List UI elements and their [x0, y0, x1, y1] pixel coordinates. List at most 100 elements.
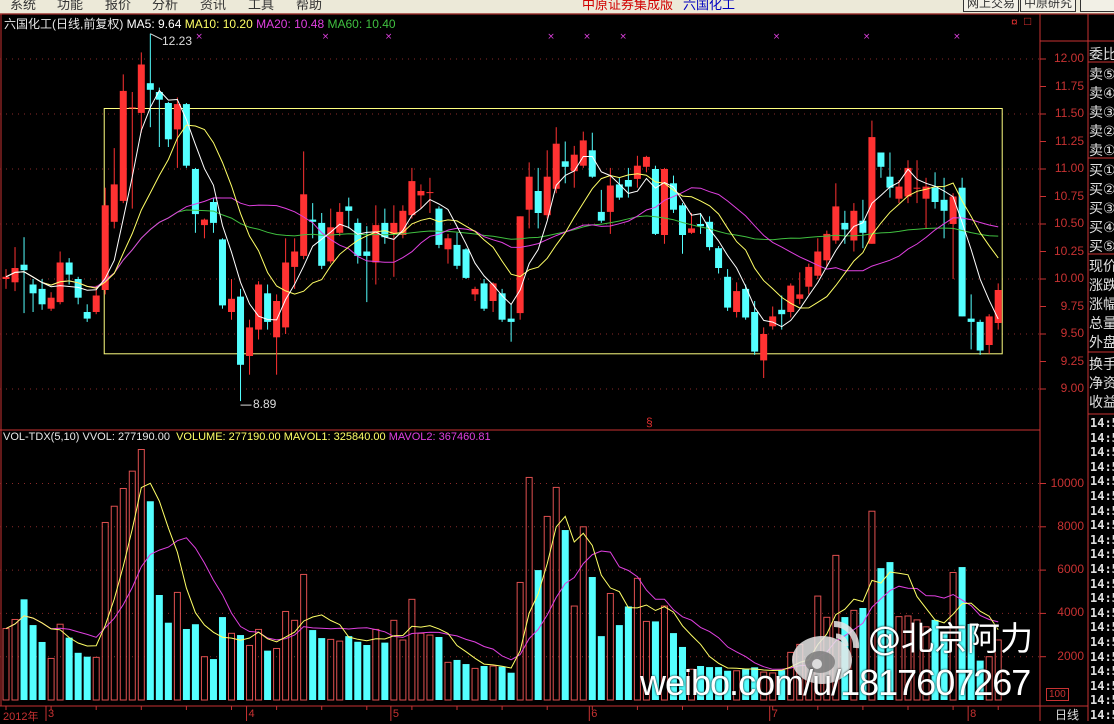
candle-down — [597, 211, 605, 221]
volume-bar-down — [480, 666, 488, 700]
volume-bar-down — [318, 638, 326, 700]
volume-bar-up — [2, 628, 10, 701]
price-tick-label: 9.50 — [1060, 326, 1084, 340]
candle-down — [363, 251, 371, 256]
month-label: 7 — [771, 708, 778, 720]
volume-bar-up — [327, 638, 335, 701]
quote-row-label: 卖④ — [1089, 86, 1114, 102]
candle-up — [796, 294, 804, 299]
tick-time-label: 14:5 — [1090, 532, 1114, 547]
volume-bar-up — [949, 571, 957, 701]
research-button[interactable]: 中原研究 — [1020, 0, 1077, 12]
candle-down — [859, 220, 867, 233]
volume-bar-down — [651, 621, 659, 700]
candle-down — [498, 293, 506, 320]
event-x-marker: × — [773, 32, 781, 42]
candle-up — [336, 211, 344, 233]
volume-bar-down — [534, 570, 542, 700]
tick-time-label: 14:5 — [1090, 474, 1114, 489]
volume-bar-up — [579, 526, 587, 701]
candle-up — [137, 64, 145, 113]
volume-bar-down — [164, 622, 172, 700]
volume-bar-down — [859, 607, 867, 700]
candle-down — [715, 248, 723, 268]
volume-bar-down — [679, 646, 686, 700]
volume-tick-label: 4000 — [1057, 605, 1084, 620]
candle-down — [679, 205, 686, 235]
volume-bar-down — [669, 633, 677, 700]
volume-bar-down — [778, 670, 786, 700]
volume-bar-down — [20, 599, 28, 700]
tick-time-label: 14:5 — [1090, 576, 1114, 591]
volume-bar-down — [237, 635, 245, 700]
year-label: 2012年 — [3, 711, 39, 723]
volume-bar-up — [904, 615, 912, 701]
volume-bar-up — [525, 476, 533, 701]
quote-row-label: 卖⑤ — [1089, 67, 1114, 83]
candle-down — [615, 184, 623, 198]
menu-news[interactable]: 资讯 — [200, 0, 227, 13]
quote-row-label: 买② — [1089, 182, 1114, 198]
volume-bar-up — [200, 656, 208, 701]
ma5-line — [5, 89, 999, 328]
candle-down — [588, 150, 596, 177]
volume-bar-up — [570, 605, 578, 701]
tick-time-label: 14:5 — [1090, 416, 1114, 430]
candle-up — [417, 191, 425, 196]
volume-bar-up — [832, 554, 840, 701]
more-button[interactable] — [1080, 0, 1114, 12]
volume-bar-down — [588, 577, 596, 700]
candle-up — [444, 238, 452, 250]
menu-quote[interactable]: 报价 — [105, 0, 132, 13]
settings-icon[interactable]: ¤ — [1011, 15, 1018, 29]
volume-bar-up — [660, 605, 668, 701]
menu-tools[interactable]: 工具 — [248, 0, 275, 13]
quote-row-label: 涨跌 — [1089, 278, 1114, 294]
candle-up — [110, 184, 118, 222]
candle-down — [706, 221, 714, 248]
candle-up — [300, 194, 308, 256]
quote-row-label: 买③ — [1089, 201, 1114, 217]
watermark-url: weibo.com/u/1817607267 — [640, 662, 1031, 703]
period-label[interactable]: 日线 — [1055, 708, 1080, 722]
candle-up — [633, 165, 641, 179]
candle-down — [309, 219, 317, 222]
volume-bar-down — [363, 645, 371, 700]
volume-unit-box: 100 — [1046, 688, 1069, 701]
volume-bar-down — [561, 530, 569, 700]
candle-up — [688, 228, 696, 233]
volume-bar-down — [931, 619, 939, 700]
maximize-icon[interactable]: □ — [1024, 14, 1032, 28]
ma20-legend: MA20: 10.48 — [256, 17, 325, 31]
candle-down — [146, 83, 154, 90]
online-trading-button[interactable]: 网上交易 — [963, 0, 1020, 12]
candle-up — [228, 298, 235, 312]
volume-bar-down — [209, 659, 217, 700]
candle-down — [886, 176, 894, 188]
volume-bar-up — [552, 486, 560, 701]
price-tick-label: 10.50 — [1053, 216, 1084, 230]
candle-up — [552, 143, 560, 189]
menu-help[interactable]: 帮助 — [296, 0, 323, 13]
menu-analysis[interactable]: 分析 — [152, 0, 179, 13]
volume-bar-up — [922, 626, 930, 701]
event-marker-icon[interactable]: § — [646, 415, 653, 429]
candle-down — [778, 309, 786, 315]
candle-up — [769, 316, 777, 327]
candle-down — [480, 283, 488, 309]
volume-bar-up — [426, 634, 434, 701]
candle-up — [895, 186, 903, 199]
menu-function[interactable]: 功能 — [57, 0, 84, 13]
candle-down — [435, 208, 443, 245]
high-pointer — [150, 33, 163, 41]
quote-row-label: 收益 — [1089, 395, 1114, 411]
volume-bar-up — [688, 668, 696, 701]
candle-up — [399, 210, 407, 235]
candle-up — [850, 210, 858, 241]
chart-frame — [0, 13, 1114, 721]
volume-bar-up — [282, 610, 290, 701]
ma60-line — [5, 209, 999, 288]
menu-system[interactable]: 系统 — [10, 0, 37, 13]
volume-bar-down — [507, 672, 515, 700]
volume-bar-up — [471, 667, 479, 701]
